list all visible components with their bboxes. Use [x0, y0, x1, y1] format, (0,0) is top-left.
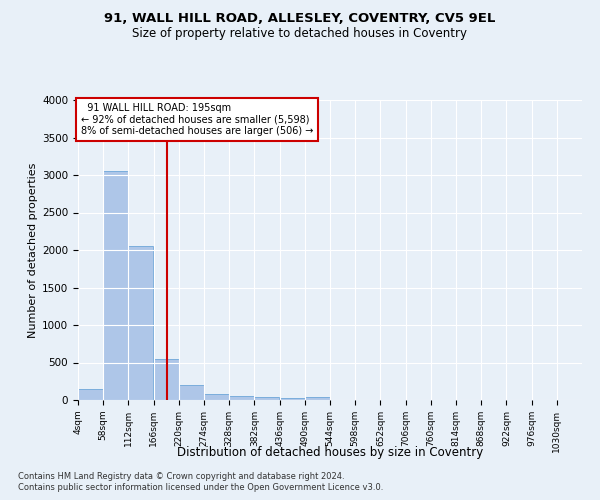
Bar [204, 394, 229, 400]
Bar [179, 385, 204, 400]
Bar [154, 359, 179, 400]
Text: 91 WALL HILL ROAD: 195sqm  
← 92% of detached houses are smaller (5,598)
8% of s: 91 WALL HILL ROAD: 195sqm ← 92% of detac… [80, 103, 313, 136]
Text: Contains public sector information licensed under the Open Government Licence v3: Contains public sector information licen… [18, 484, 383, 492]
Text: 91, WALL HILL ROAD, ALLESLEY, COVENTRY, CV5 9EL: 91, WALL HILL ROAD, ALLESLEY, COVENTRY, … [104, 12, 496, 26]
Bar [280, 398, 305, 400]
Bar [78, 389, 103, 400]
Bar [128, 246, 154, 400]
Bar [229, 396, 254, 400]
Text: Contains HM Land Registry data © Crown copyright and database right 2024.: Contains HM Land Registry data © Crown c… [18, 472, 344, 481]
Text: Size of property relative to detached houses in Coventry: Size of property relative to detached ho… [133, 28, 467, 40]
Y-axis label: Number of detached properties: Number of detached properties [28, 162, 38, 338]
Bar [103, 171, 128, 400]
Text: Distribution of detached houses by size in Coventry: Distribution of detached houses by size … [177, 446, 483, 459]
Bar [254, 397, 280, 400]
Bar [305, 398, 330, 400]
